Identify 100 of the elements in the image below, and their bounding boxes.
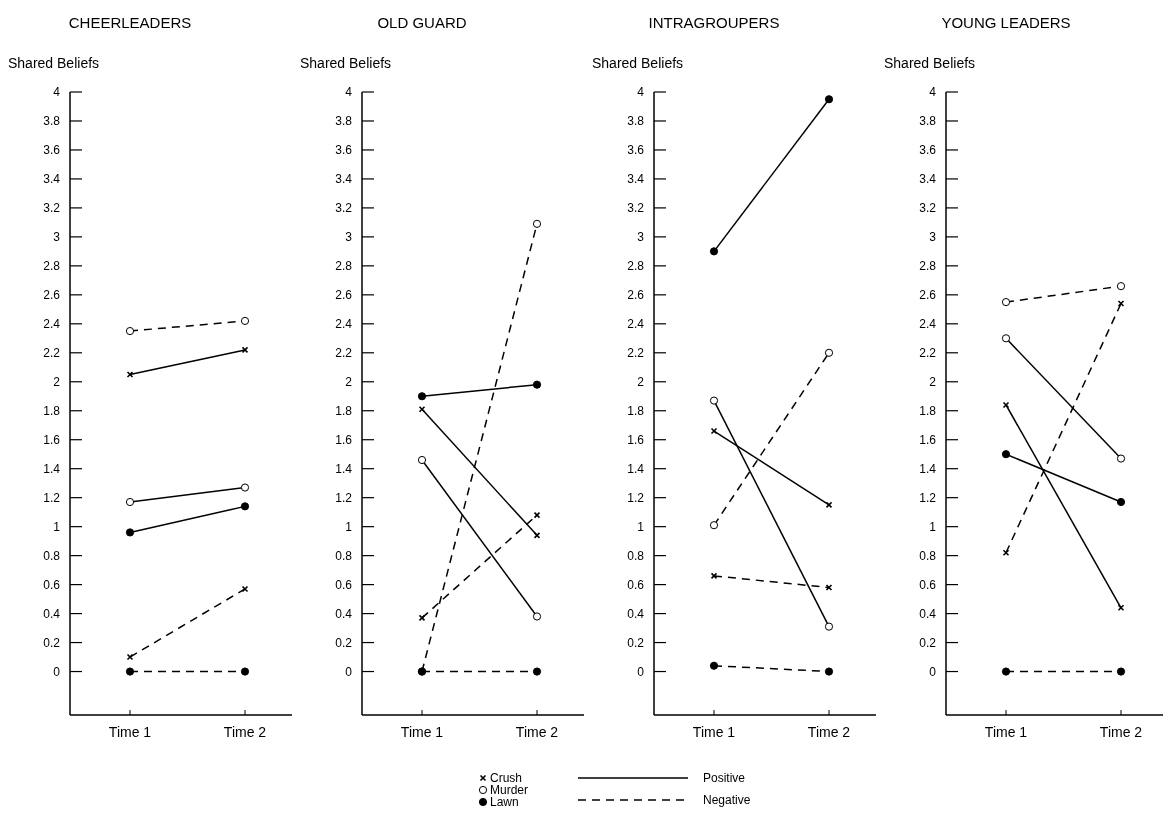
legend-label: Murder	[490, 783, 529, 798]
y-tick-label: 0	[53, 664, 61, 679]
y-tick-label: 2	[345, 374, 353, 389]
y-tick-label: 0.2	[43, 635, 61, 650]
y-tick-label: 2.8	[43, 259, 61, 274]
y-tick-label: 0	[345, 664, 353, 679]
y-tick-label: 2	[53, 374, 61, 389]
y-tick-label: 1.8	[43, 403, 61, 418]
y-tick-label: 3.2	[627, 201, 645, 216]
y-tick-label: 3.4	[43, 172, 61, 187]
y-tick-label: 3.8	[627, 114, 645, 129]
y-tick-label: 3.2	[43, 201, 61, 216]
y-axis-title: Shared Beliefs	[884, 55, 976, 71]
x-tick-label: Time 2	[223, 724, 267, 740]
y-tick-label: 0.6	[43, 577, 61, 592]
text: Positive	[703, 771, 746, 786]
y-tick-label: 2.4	[335, 317, 353, 332]
x-tick-label: Time 2	[807, 724, 851, 740]
y-tick-label: 1	[345, 519, 353, 534]
y-tick-label: 1.4	[335, 461, 353, 476]
y-tick-label: 0.6	[919, 577, 937, 592]
y-tick-label: 1.4	[627, 461, 645, 476]
y-tick-label: 3.6	[335, 143, 353, 158]
y-tick-label: 2.6	[627, 288, 645, 303]
chart-title: CHEERLEADERS	[68, 14, 192, 31]
y-tick-label: 1.2	[335, 490, 353, 505]
y-tick-label: 0.2	[919, 635, 937, 650]
y-tick-label: 3.8	[43, 114, 61, 129]
x-tick-label: Time 2	[515, 724, 559, 740]
x-tick-label: Time 1	[692, 724, 736, 740]
y-tick-label: 1.4	[919, 461, 937, 476]
y-tick-label: 4	[637, 85, 645, 100]
x-tick-label: Time 1	[400, 724, 444, 740]
legend-label: Crush	[490, 771, 523, 786]
y-tick-label: 0.6	[627, 577, 645, 592]
y-tick-label: 2.2	[43, 345, 61, 360]
y-tick-label: 4	[345, 85, 353, 100]
y-tick-label: 3.4	[335, 172, 353, 187]
y-tick-label: 2.2	[627, 345, 645, 360]
y-tick-label: 3	[929, 230, 937, 245]
y-tick-label: 0	[637, 664, 645, 679]
y-tick-label: 0.2	[335, 635, 353, 650]
y-tick-label: 3.4	[627, 172, 645, 187]
y-tick-label: 0.4	[627, 606, 645, 621]
y-tick-label: 1.8	[335, 403, 353, 418]
y-tick-label: 1.2	[919, 490, 937, 505]
chart-title: OLD GUARD	[377, 14, 467, 31]
y-axis-title: Shared Beliefs	[592, 55, 684, 71]
y-tick-label: 4	[929, 85, 937, 100]
y-axis-title: Shared Beliefs	[8, 55, 100, 71]
y-tick-label: 3.6	[627, 143, 645, 158]
y-tick-label: 2.4	[919, 317, 937, 332]
y-tick-label: 2.4	[43, 317, 61, 332]
y-tick-label: 3.4	[919, 172, 937, 187]
y-tick-label: 1	[637, 519, 645, 534]
y-tick-label: 0.4	[43, 606, 61, 621]
y-tick-label: 3.6	[43, 143, 61, 158]
y-tick-label: 0.2	[627, 635, 645, 650]
legend-label: Lawn	[490, 795, 519, 810]
y-tick-label: 1.2	[43, 490, 61, 505]
y-tick-label: 2.6	[919, 288, 937, 303]
y-tick-label: 3.2	[335, 201, 353, 216]
chart-title: INTRAGROUPERS	[648, 14, 780, 31]
y-tick-label: 2	[637, 374, 645, 389]
y-tick-label: 0.4	[919, 606, 937, 621]
x-tick-label: Time 1	[108, 724, 152, 740]
y-tick-label: 2.4	[627, 317, 645, 332]
y-tick-label: 3.8	[335, 114, 353, 129]
y-tick-label: 3.8	[919, 114, 937, 129]
y-tick-label: 1.8	[627, 403, 645, 418]
y-tick-label: 2.2	[919, 345, 937, 360]
text: Negative	[703, 793, 751, 808]
x-tick-label: Time 2	[1099, 724, 1143, 740]
y-tick-label: 2	[929, 374, 937, 389]
y-tick-label: 1	[929, 519, 937, 534]
y-tick-label: 0.8	[627, 548, 645, 563]
y-tick-label: 2.8	[919, 259, 937, 274]
y-tick-label: 3.6	[919, 143, 937, 158]
y-tick-label: 1.6	[919, 432, 937, 447]
chart-title: YOUNG LEADERS	[941, 14, 1071, 31]
y-tick-label: 4	[53, 85, 61, 100]
y-tick-label: 1.6	[335, 432, 353, 447]
y-tick-label: 2.2	[335, 345, 353, 360]
y-axis-title: Shared Beliefs	[300, 55, 392, 71]
y-tick-label: 1.8	[919, 403, 937, 418]
y-tick-label: 0.8	[919, 548, 937, 563]
y-tick-label: 2.6	[43, 288, 61, 303]
y-tick-label: 3	[637, 230, 645, 245]
y-tick-label: 3	[345, 230, 353, 245]
y-tick-label: 1.2	[627, 490, 645, 505]
y-tick-label: 1.4	[43, 461, 61, 476]
y-tick-label: 2.8	[627, 259, 645, 274]
y-tick-label: 0.6	[335, 577, 353, 592]
y-tick-label: 0.8	[43, 548, 61, 563]
y-tick-label: 1	[53, 519, 61, 534]
y-tick-label: 0.8	[335, 548, 353, 563]
y-tick-label: 0.4	[335, 606, 353, 621]
y-tick-label: 2.8	[335, 259, 353, 274]
y-tick-label: 1.6	[627, 432, 645, 447]
x-tick-label: Time 1	[984, 724, 1028, 740]
